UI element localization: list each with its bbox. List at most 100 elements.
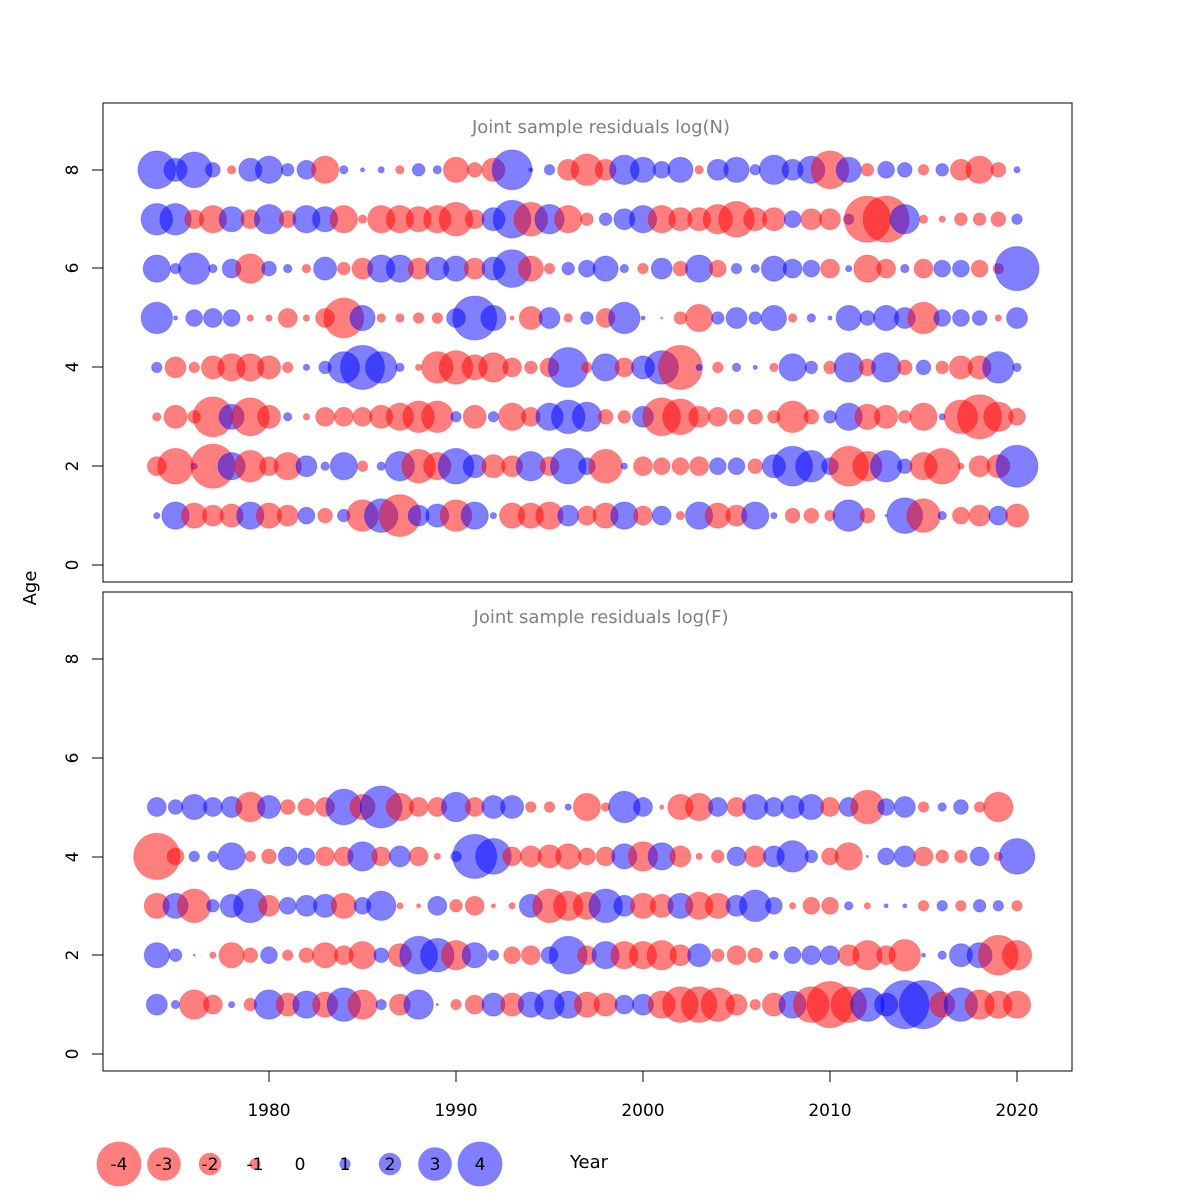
bubble-logN xyxy=(835,304,862,332)
bubble-logF xyxy=(502,846,523,867)
bubble-logF xyxy=(883,903,889,909)
legend-label: 0 xyxy=(295,1155,306,1175)
bubble-logN xyxy=(395,362,405,373)
bubble-logF xyxy=(776,840,809,873)
bubble-logF xyxy=(614,994,635,1015)
bubble-logF xyxy=(802,896,821,915)
bubble-logN xyxy=(800,208,823,231)
bubble-logN xyxy=(859,310,876,326)
bubble-logF xyxy=(937,950,947,960)
bubble-logF xyxy=(998,838,1036,875)
bubble-logN xyxy=(860,163,875,177)
bubble-logN xyxy=(281,361,294,374)
y-tick-label: 6 xyxy=(63,263,83,274)
bubble-logN xyxy=(913,258,934,279)
bubble-logN xyxy=(633,505,653,526)
bubble-logN xyxy=(357,214,368,224)
bubble-logN xyxy=(651,505,672,526)
bubble-logF xyxy=(396,902,404,910)
bubble-logN xyxy=(466,161,483,178)
bubble-logN xyxy=(563,313,573,323)
legend-label: 4 xyxy=(475,1155,486,1175)
x-tick-label: 1980 xyxy=(247,1101,290,1121)
bubble-logN xyxy=(970,259,989,278)
bubble-logN xyxy=(971,310,988,326)
bubble-logN xyxy=(957,462,965,470)
bubble-logF xyxy=(992,900,1005,912)
bubble-logF xyxy=(669,845,692,868)
bubble-logN xyxy=(972,212,987,226)
bubble-logF xyxy=(937,802,947,812)
bubble-logN xyxy=(835,156,862,183)
bubble-logF xyxy=(209,951,217,959)
bubble-logF xyxy=(1002,990,1032,1019)
bubble-logN xyxy=(937,510,947,521)
bubble-logN xyxy=(329,205,358,234)
bubble-logF xyxy=(820,797,840,817)
bubble-logN xyxy=(598,212,613,226)
bubble-logF xyxy=(725,993,748,1016)
bubble-logF xyxy=(202,797,223,817)
bubble-logN xyxy=(226,165,237,175)
y-axis-label: Age xyxy=(20,571,41,606)
bubble-logF xyxy=(408,797,429,817)
bubble-logN xyxy=(376,313,386,323)
bubble-logF xyxy=(416,903,422,909)
bubble-logF xyxy=(687,943,712,968)
bubble-logN xyxy=(694,165,704,175)
bubble-logF xyxy=(487,949,500,961)
bubble-logN xyxy=(747,458,764,475)
bubble-logN xyxy=(359,167,366,173)
bubble-logF xyxy=(176,888,212,924)
bubble-logN xyxy=(675,510,686,521)
bubble-logN xyxy=(256,404,282,429)
bubble-logN xyxy=(1006,307,1028,329)
bubble-logF xyxy=(525,801,537,813)
bubble-logN xyxy=(667,156,694,183)
bubble-logF xyxy=(865,854,869,858)
bubble-logN xyxy=(900,263,910,274)
bubble-logF xyxy=(1011,900,1023,912)
bubble-logF xyxy=(464,994,485,1015)
bubble-logF xyxy=(695,852,703,861)
bubble-logN xyxy=(277,308,298,328)
y-axis-logF: 0 2 4 6 8 xyxy=(63,654,103,1059)
bubble-logF xyxy=(168,948,183,963)
bubble-logN xyxy=(571,401,603,432)
bubble-logN xyxy=(652,457,671,476)
bubble-logF xyxy=(572,792,602,822)
bubble-logN xyxy=(657,344,703,390)
bubble-logN xyxy=(411,163,426,177)
bubble-logN xyxy=(581,361,593,374)
bubble-logF xyxy=(202,994,223,1015)
bubble-logF xyxy=(145,993,168,1016)
bubble-logN xyxy=(265,314,273,322)
bubble-logN xyxy=(909,402,938,431)
bubble-logF xyxy=(277,846,298,867)
bubble-logF xyxy=(801,945,822,966)
legend-bubble xyxy=(418,1147,452,1181)
bubble-logN xyxy=(1013,166,1021,174)
bubble-logF xyxy=(953,799,969,815)
x-axis: 1980 1990 2000 2010 2020 xyxy=(247,1070,1039,1121)
bubble-logN xyxy=(450,411,462,423)
bubble-logN xyxy=(876,258,897,279)
bubble-logF xyxy=(917,900,930,912)
bubble-logN xyxy=(142,254,171,283)
bubble-logN xyxy=(509,315,515,321)
bubble-logF xyxy=(765,896,783,915)
bubble-logN xyxy=(395,165,405,175)
bubble-logF xyxy=(1001,940,1033,971)
bubble-logN xyxy=(524,360,538,375)
bubble-logN xyxy=(580,311,594,325)
bubble-logF xyxy=(821,896,839,915)
bubble-logN xyxy=(208,263,218,274)
bubble-logN xyxy=(302,413,311,421)
bubble-logF xyxy=(954,849,968,864)
bubble-logF xyxy=(464,895,485,916)
y-axis-logN: 0 2 4 6 8 xyxy=(63,165,103,570)
bubble-logF xyxy=(500,794,525,820)
bubble-logN xyxy=(152,412,162,422)
bubble-logF xyxy=(146,797,167,817)
bubble-logN xyxy=(783,210,802,229)
